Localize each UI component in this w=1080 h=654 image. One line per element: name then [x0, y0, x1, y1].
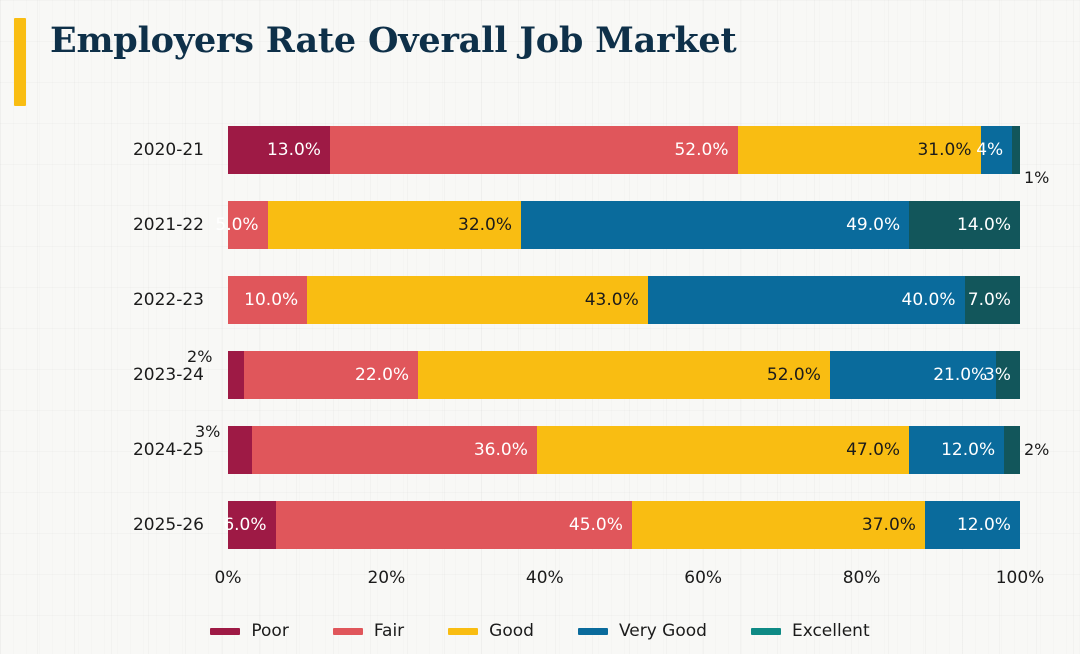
bar-segment: 45.0%: [275, 501, 632, 549]
segment-value-label: 40.0%: [901, 290, 956, 310]
segment-value-label: 5.0%: [215, 215, 259, 235]
bar-segment: 52.0%: [329, 126, 738, 174]
chart-row: 2022-23 10.0% 43.0% 40.0% 7.0%: [0, 262, 1080, 337]
stacked-bar: 10.0% 43.0% 40.0% 7.0%: [228, 276, 1020, 324]
legend-item[interactable]: Poor: [210, 621, 289, 641]
segment-value-label: 49.0%: [846, 215, 901, 235]
segment-value-label: 31.0%: [917, 140, 972, 160]
bar-segment: 7.0%: [964, 276, 1020, 324]
chart-row: 2024-25 2% 3% 36.0% 47.0% 12.0%: [0, 412, 1080, 487]
bar-segment: 10.0%: [228, 276, 308, 324]
segment-value-label: 12.0%: [941, 440, 996, 460]
segment-value-label: 6.0%: [223, 515, 267, 535]
stacked-bar: 13.0% 52.0% 31.0% 4%: [228, 126, 1020, 174]
y-axis-label: 2023-24: [132, 364, 204, 385]
segment-value-label-outside: 2%: [1024, 440, 1050, 459]
bar-segment: 14.0%: [909, 201, 1020, 249]
segment-value-label: 45.0%: [568, 515, 623, 535]
segment-value-label: 10.0%: [244, 290, 299, 310]
segment-value-label: 43.0%: [584, 290, 639, 310]
segment-value-label: 37.0%: [861, 515, 916, 535]
chart-row: 2021-22 5.0% 32.0% 49.0% 14.0%: [0, 187, 1080, 262]
bar-segment: 3%: [195, 422, 252, 474]
legend-item[interactable]: Good: [448, 621, 534, 641]
y-axis-label: 2025-26: [132, 514, 204, 535]
y-axis-label: 2020-21: [132, 139, 204, 160]
legend-swatch-icon: [448, 627, 479, 635]
bar-segment: 32.0%: [267, 201, 522, 249]
segment-value-label-outside: 2%: [187, 347, 213, 366]
bar-segment: 47.0%: [536, 426, 910, 474]
legend-label: Good: [489, 621, 534, 641]
segment-value-label: 4%: [976, 140, 1004, 160]
bar-segment: 40.0%: [647, 276, 965, 324]
x-axis-tick: 0%: [214, 568, 242, 588]
legend-swatch-icon: [577, 627, 608, 635]
x-axis-tick: 60%: [684, 568, 723, 588]
legend-item[interactable]: Fair: [332, 621, 405, 641]
bar-segment: 12.0%: [909, 426, 1005, 474]
bar-segment: 2%: [187, 347, 244, 399]
segment-value-label: 52.0%: [766, 365, 821, 385]
bar-segment: 31.0%: [737, 126, 981, 174]
segment-value-label-outside: 3%: [194, 422, 221, 441]
y-axis-label: 2022-23: [132, 289, 204, 310]
x-axis-tick: 80%: [842, 568, 881, 588]
legend-label: Very Good: [618, 621, 707, 641]
bar-segment: 6.0%: [223, 501, 276, 549]
chart-legend: Poor Fair Good Very Good Excellent: [0, 614, 1080, 648]
segment-value-label: 22.0%: [355, 365, 410, 385]
bar-segment: 37.0%: [631, 501, 925, 549]
x-axis-tick: 40%: [525, 568, 564, 588]
chart-row: 2025-26 6.0% 45.0% 37.0% 12.0%: [0, 487, 1080, 562]
legend-swatch-icon: [750, 627, 781, 635]
bar-segment: 52.0%: [418, 351, 830, 399]
segment-value-label: 21.0%: [933, 365, 988, 385]
segment-value-label: 14.0%: [956, 215, 1011, 235]
bar-segment: 5.0%: [215, 201, 268, 249]
title-accent-bar: [14, 18, 26, 106]
stacked-bar: 5.0% 32.0% 49.0% 14.0%: [215, 201, 1020, 249]
segment-value-label: 13.0%: [266, 140, 321, 160]
segment-value-label: 12.0%: [956, 515, 1011, 535]
x-axis-tick: 20%: [367, 568, 406, 588]
x-axis: 0% 20% 40% 60% 80% 100%: [215, 568, 1045, 594]
legend-label: Poor: [251, 621, 289, 641]
stacked-bar: 3% 36.0% 47.0% 12.0%: [195, 422, 1020, 474]
segment-value-label: 36.0%: [473, 440, 528, 460]
stacked-bar: 2% 22.0% 52.0% 21.0% 3%: [187, 347, 1020, 399]
segment-value-label-outside: 1%: [1024, 168, 1050, 187]
chart-header: Employers Rate Overall Job Market: [0, 0, 1080, 112]
legend-label: Excellent: [791, 621, 870, 641]
bar-segment: 36.0%: [251, 426, 537, 474]
chart-row: 2020-21 1% 13.0% 52.0% 31.0% 4%: [0, 112, 1080, 187]
segment-value-label: 32.0%: [458, 215, 513, 235]
x-axis-tick: 100%: [995, 568, 1045, 588]
bar-segment: 13.0%: [228, 126, 330, 174]
y-axis-label: 2024-25: [132, 439, 204, 460]
bar-segment: 4%: [976, 126, 1013, 174]
legend-item[interactable]: Excellent: [750, 621, 870, 641]
legend-label: Fair: [373, 621, 405, 641]
segment-value-label: 3%: [983, 365, 1011, 385]
bar-segment: 21.0%: [829, 351, 997, 399]
segment-value-label: 47.0%: [846, 440, 901, 460]
bar-segment: 22.0%: [243, 351, 419, 399]
legend-swatch-icon: [332, 627, 363, 635]
legend-item[interactable]: Very Good: [577, 621, 707, 641]
segment-value-label: 7.0%: [967, 290, 1011, 310]
bar-segment: [1012, 126, 1020, 174]
bar-segment: [1004, 426, 1020, 474]
bar-segment: 49.0%: [521, 201, 910, 249]
y-axis-label: 2021-22: [132, 214, 204, 235]
bar-segment: 12.0%: [924, 501, 1020, 549]
stacked-bar-chart: 2020-21 1% 13.0% 52.0% 31.0% 4% 2021-22 5.0% 32.…: [0, 112, 1080, 592]
page-title: Employers Rate Overall Job Market: [50, 20, 737, 61]
chart-row: 2023-24 2% 22.0% 52.0% 21.0% 3%: [0, 337, 1080, 412]
bar-segment: 43.0%: [307, 276, 648, 324]
segment-value-label: 52.0%: [674, 140, 729, 160]
legend-swatch-icon: [210, 627, 241, 635]
bar-segment: 3%: [984, 351, 1020, 399]
stacked-bar: 6.0% 45.0% 37.0% 12.0%: [223, 501, 1020, 549]
